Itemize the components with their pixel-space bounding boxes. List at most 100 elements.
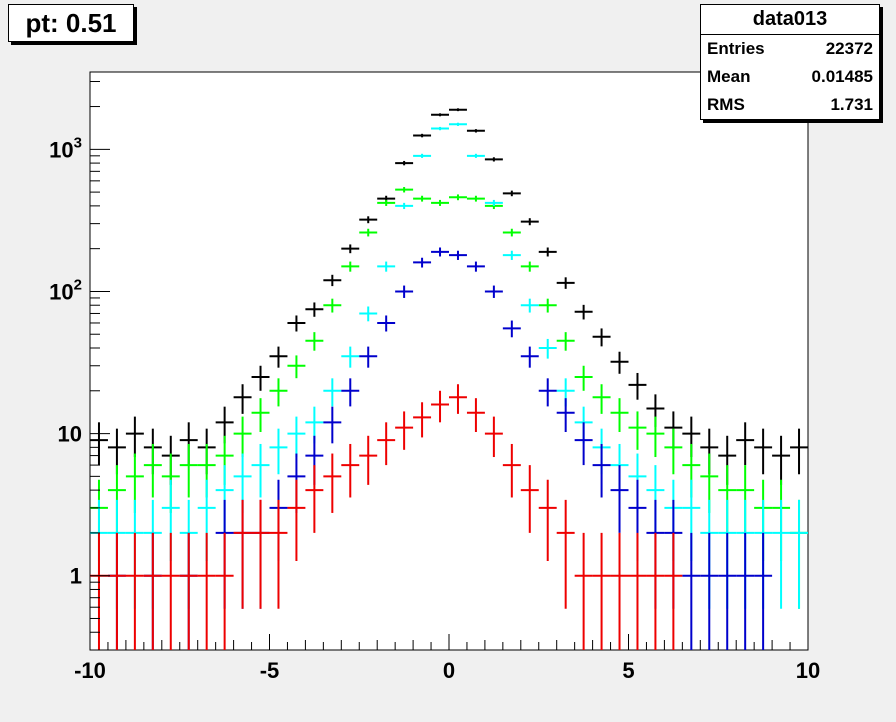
data-point [520,298,539,313]
data-point [610,532,629,650]
data-point [359,346,378,368]
data-point [502,250,521,260]
data-point [323,378,342,407]
stats-label: RMS [707,95,745,114]
data-point [592,443,611,498]
data-point [772,435,791,485]
data-point [574,304,593,320]
data-point [466,261,485,272]
y-tick-label: 10 [58,422,82,447]
data-point [413,133,432,138]
data-point [449,384,467,414]
data-point [449,108,467,112]
data-point [359,228,378,237]
data-point [341,443,360,498]
data-point [377,422,396,466]
data-point [520,465,539,533]
data-point [143,443,162,498]
data-point [538,298,557,313]
y-tick-label: 103 [49,134,82,162]
data-point [341,346,360,368]
title-box: pt: 0.51 [8,4,134,42]
data-point [646,532,665,650]
data-point [359,435,378,485]
data-point [502,190,521,197]
data-point [431,390,449,423]
data-point [700,532,719,650]
data-point [341,244,360,254]
data-point [718,532,737,650]
stats-row-rms: RMS 1.731 [701,91,879,119]
data-point [754,428,773,475]
data-point [556,332,575,351]
data-point [502,320,521,338]
data-point [592,532,611,650]
data-point [197,532,216,650]
data-point [538,479,557,562]
data-series [90,384,683,650]
x-tick-label: 5 [622,658,634,683]
data-point [574,422,593,466]
data-point [395,187,414,193]
data-point [664,428,683,475]
data-point [592,328,611,347]
data-point [215,532,234,650]
data-point [395,411,414,450]
data-point [449,122,467,126]
data-point [377,199,396,206]
stats-value: 1.731 [830,95,873,114]
x-tick-label: 10 [796,658,820,683]
data-point [161,532,180,650]
data-point [341,261,360,272]
data-point [610,465,629,533]
data-point [431,247,449,257]
data-point [646,416,665,458]
data-point [736,422,755,466]
stats-row-mean: Mean 0.01485 [701,63,879,91]
y-tick-label: 102 [49,276,82,304]
data-point [305,465,324,533]
axis-layer: -10 -5 0 5 10 1 10 102 103 [49,81,820,683]
data-point [305,332,324,351]
data-point [466,129,485,133]
data-point [502,228,521,237]
data-point [359,306,378,322]
data-point [251,443,270,498]
data-point [413,402,432,438]
data-point [323,453,342,513]
data-point [287,355,306,379]
data-point [305,302,324,317]
stats-box-name: data013 [701,5,879,35]
data-point [125,532,144,650]
data-point [520,346,539,368]
data-point [484,416,503,458]
data-point [323,274,342,287]
data-point [484,199,503,206]
data-point [431,113,449,117]
data-point [610,398,629,432]
data-point [682,532,701,650]
stats-label: Entries [707,39,765,58]
data-point [628,411,647,450]
data-point [790,428,808,475]
data-point [269,499,288,609]
title-box-label: pt: 0.51 [25,8,117,38]
data-point [413,195,432,202]
data-point [574,532,593,650]
data-point [287,416,306,458]
data-point [143,532,162,650]
data-point [431,126,449,131]
y-tick-label: 1 [70,564,82,589]
data-point [610,351,629,374]
data-point [251,365,270,391]
stats-value: 0.01485 [811,67,873,86]
data-point [466,398,485,432]
x-tick-label: -5 [260,658,280,683]
data-point [592,384,611,414]
data-point [395,202,414,210]
data-point [449,250,467,260]
data-point [269,378,288,407]
data-point [287,315,306,332]
data-point [377,261,396,272]
